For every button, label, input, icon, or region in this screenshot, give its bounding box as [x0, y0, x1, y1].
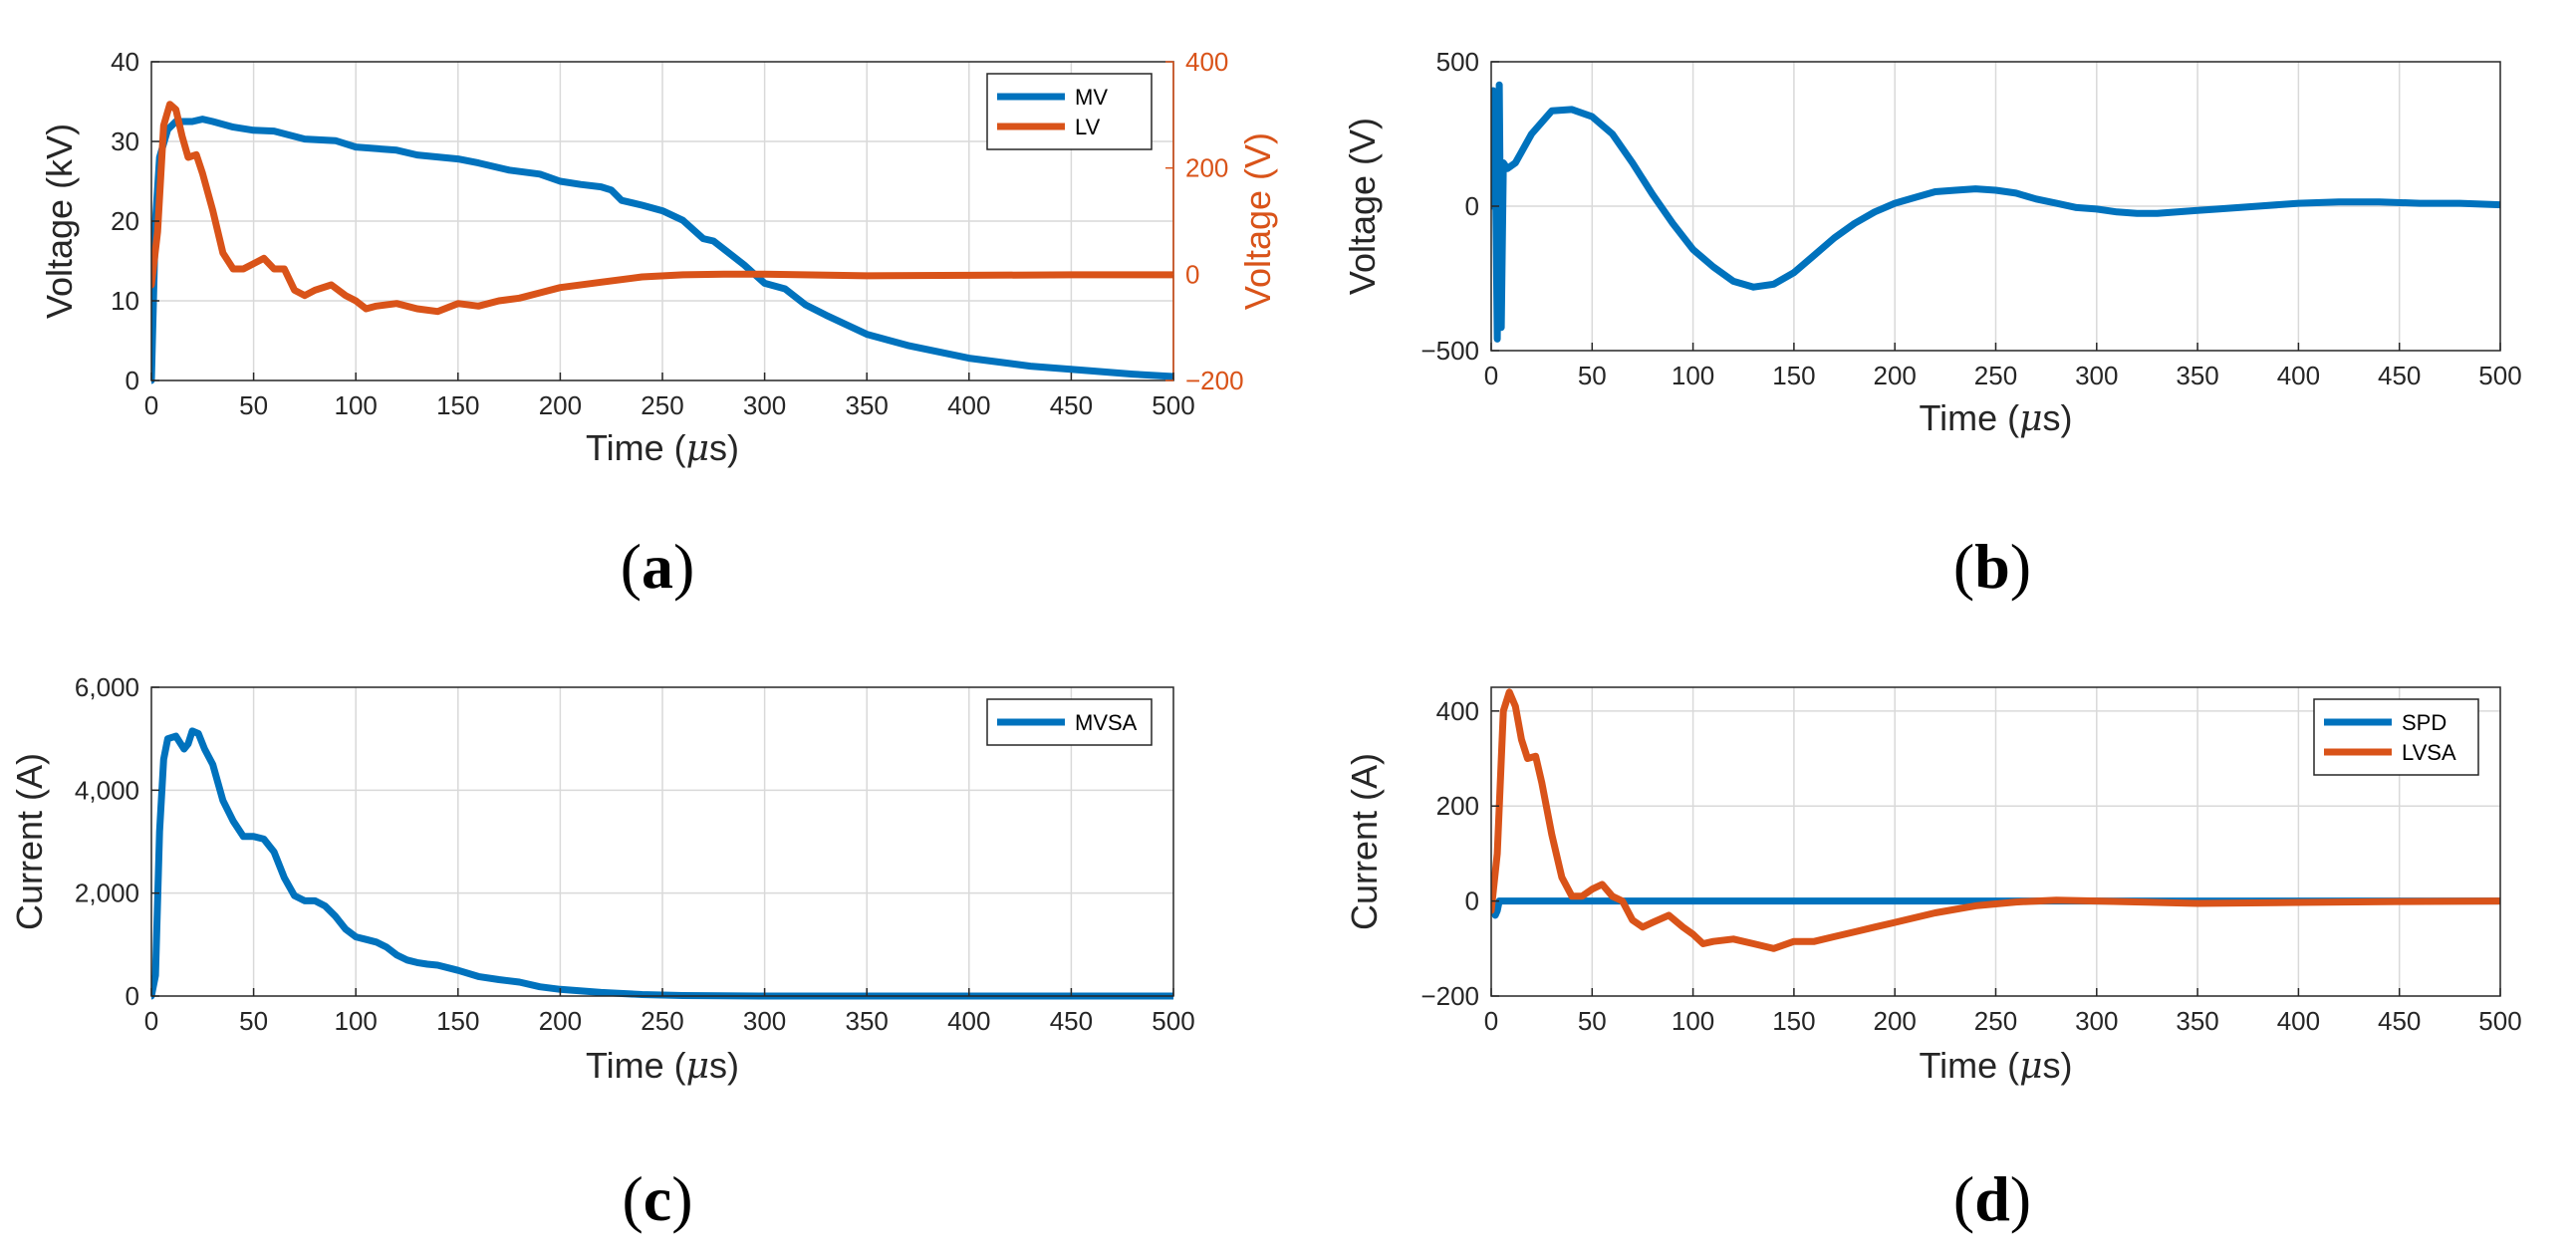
x-tick-label: 350	[846, 390, 889, 420]
x-tick-label: 300	[2075, 361, 2118, 390]
legend: MVSA	[986, 698, 1153, 746]
y-tick-label: 40	[111, 47, 139, 77]
x-tick-label: 150	[1772, 1006, 1815, 1036]
y-tick-label: 0	[1465, 191, 1479, 221]
x-tick-label: 500	[2478, 361, 2521, 390]
chart-b: 0 50 100 150 200 250 300 350 400 450 500−5000500Ti…	[1342, 47, 2522, 602]
x-tick-label: 500	[1152, 390, 1194, 420]
y-axis-title: Current (A)	[1344, 753, 1385, 930]
x-tick-label: 200	[539, 1006, 582, 1036]
x-tick-label: 500	[1152, 1006, 1194, 1036]
x-axis-title: Time (μs)	[1919, 397, 2072, 439]
x-tick-label: 350	[2176, 1006, 2218, 1036]
panel-label: (b)	[1953, 531, 2031, 602]
series-line-lv	[151, 101, 1173, 316]
x-tick-label: 100	[1672, 361, 1714, 390]
x-tick-label: 150	[436, 390, 479, 420]
y-right-tick-label: 200	[1185, 153, 1228, 183]
x-tick-label: 350	[846, 1006, 889, 1036]
x-tick-label: 200	[1874, 361, 1917, 390]
chart-d: 0 50 100 150 200 250 300 350 400 450 500−200020040…	[1344, 686, 2522, 1234]
legend: MV LV	[986, 73, 1153, 150]
x-tick-label: 500	[2478, 1006, 2521, 1036]
x-tick-label: 400	[2277, 361, 2320, 390]
x-tick-label: 50	[239, 1006, 268, 1036]
x-axis-title: Time (μs)	[586, 427, 739, 469]
y-axis-title: Current (A)	[9, 753, 50, 930]
legend-label-mv: MV	[1075, 85, 1108, 110]
y-tick-label: −200	[1420, 981, 1479, 1011]
y-tick-label: −500	[1420, 336, 1479, 366]
x-tick-label: 250	[641, 390, 683, 420]
y-axis-title: Voltage (kV)	[39, 124, 80, 319]
y-tick-label: 6,000	[75, 672, 139, 702]
x-tick-label: 350	[2176, 361, 2218, 390]
x-tick-label: 250	[1974, 361, 2017, 390]
panel-label: (c)	[622, 1163, 692, 1234]
x-tick-label: 50	[1578, 361, 1607, 390]
y-right-tick-label: −200	[1185, 366, 1244, 395]
x-tick-label: 50	[1578, 1006, 1607, 1036]
x-tick-label: 400	[947, 390, 990, 420]
y-tick-label: 20	[111, 206, 139, 236]
x-tick-label: 150	[1772, 361, 1815, 390]
series-line-spd	[1491, 897, 2500, 919]
x-tick-label: 300	[743, 390, 786, 420]
series-line-mvsa	[151, 727, 1173, 1000]
x-tick-label: 50	[239, 390, 268, 420]
x-tick-label: 450	[1050, 390, 1093, 420]
x-tick-label: 400	[947, 1006, 990, 1036]
x-tick-label: 400	[2277, 1006, 2320, 1036]
y-right-axis-title: Voltage (V)	[1237, 132, 1278, 310]
legend-label-lvsa: LVSA	[2402, 740, 2456, 765]
y-axis-title: Voltage (V)	[1342, 118, 1383, 295]
legend-box	[986, 73, 1153, 150]
x-tick-label: 450	[2378, 1006, 2421, 1036]
y-tick-label: 30	[111, 126, 139, 156]
legend-box	[2313, 698, 2479, 776]
x-tick-label: 100	[335, 390, 378, 420]
y-tick-label: 0	[126, 981, 139, 1011]
x-tick-label: 450	[2378, 361, 2421, 390]
y-tick-label: 2,000	[75, 879, 139, 908]
x-tick-label: 0	[1484, 361, 1498, 390]
legend-label-spd: SPD	[2402, 710, 2447, 735]
x-tick-label: 250	[1974, 1006, 2017, 1036]
y-tick-label: 400	[1436, 696, 1479, 726]
x-tick-label: 0	[1484, 1006, 1498, 1036]
legend-label-mvsa: MVSA	[1075, 710, 1138, 735]
legend: SPD LVSA	[2313, 698, 2479, 776]
series-line-v	[1491, 81, 2500, 343]
y-tick-label: 4,000	[75, 775, 139, 805]
chart-c: 0 50 100 150 200 250 300 350 400 450 500 0 2,000 4,00…	[9, 672, 1195, 1234]
x-axis-title: Time (μs)	[586, 1045, 739, 1087]
x-tick-label: 300	[2075, 1006, 2118, 1036]
x-tick-label: 100	[1672, 1006, 1714, 1036]
x-tick-label: 200	[1874, 1006, 1917, 1036]
panel-label: (a)	[621, 531, 695, 602]
x-tick-label: 450	[1050, 1006, 1093, 1036]
x-tick-label: 300	[743, 1006, 786, 1036]
y-tick-label: 0	[1465, 886, 1479, 916]
series-line-mv	[151, 116, 1173, 384]
x-tick-label: 250	[641, 1006, 683, 1036]
y-tick-label: 500	[1436, 47, 1479, 77]
x-tick-label: 150	[436, 1006, 479, 1036]
y-right-tick-label: 400	[1185, 47, 1228, 77]
x-axis-title: Time (μs)	[1919, 1045, 2072, 1087]
y-tick-label: 200	[1436, 791, 1479, 821]
x-tick-label: 100	[335, 1006, 378, 1036]
panel-label: (d)	[1953, 1163, 2031, 1234]
y-tick-label: 10	[111, 286, 139, 316]
x-tick-label: 0	[144, 1006, 158, 1036]
series-line-lvsa	[1491, 688, 2500, 952]
y-right-tick-label: 0	[1185, 259, 1199, 289]
x-tick-label: 0	[144, 390, 158, 420]
chart-a: 0 50 100 150 200 250 300 350 400 450 500 0 10 20 30 40 −…	[39, 47, 1278, 602]
x-tick-label: 200	[539, 390, 582, 420]
legend-label-lv: LV	[1075, 115, 1101, 139]
y-tick-label: 0	[126, 366, 139, 395]
legend-box	[986, 698, 1153, 746]
